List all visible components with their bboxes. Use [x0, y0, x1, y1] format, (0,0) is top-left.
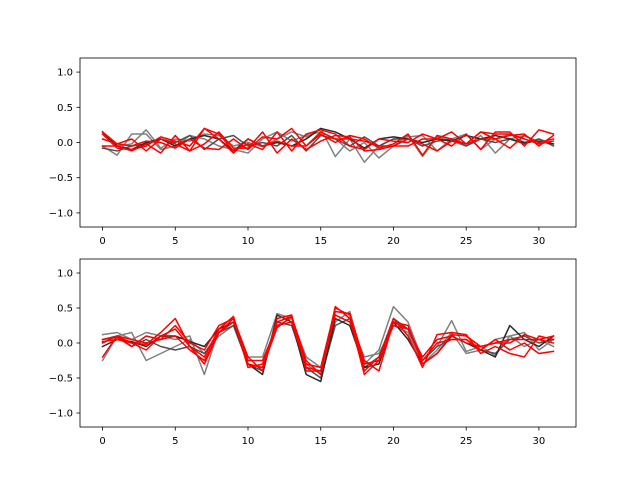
y-tick-label: 1.0 [57, 269, 73, 280]
y-tick-label: 1.0 [57, 68, 73, 79]
series-line-8 [101, 314, 555, 372]
y-tick-label: −0.5 [49, 374, 73, 385]
x-tick-label: 5 [172, 436, 178, 447]
x-tick-label: 5 [172, 236, 178, 247]
x-tick-label: 10 [242, 436, 255, 447]
x-tick-label: 10 [242, 236, 255, 247]
series-group [101, 127, 555, 163]
series-line-7 [101, 127, 555, 156]
x-tick-label: 0 [99, 436, 105, 447]
y-tick-label: 0.5 [57, 103, 73, 114]
series-line-6 [101, 307, 555, 372]
x-tick-label: 20 [387, 436, 400, 447]
x-tick-label: 25 [460, 436, 473, 447]
series-line-8 [101, 127, 555, 154]
series-group [101, 305, 555, 383]
top-subplot: 0 5 10 15 20 25 30 −1.0 −0.5 0.0 0.5 1.0 [49, 57, 577, 247]
x-tick-label: 15 [314, 236, 327, 247]
y-tick-label: −0.5 [49, 173, 73, 184]
y-tick-label: 0.5 [57, 304, 73, 315]
bottom-subplot: 0 5 10 15 20 25 30 −1.0 −0.5 0.0 0.5 1.0 [49, 258, 577, 447]
y-tick-label: −1.0 [49, 409, 73, 420]
series-line-5 [101, 127, 555, 152]
x-tick-label: 15 [314, 436, 327, 447]
x-tick-label: 25 [460, 236, 473, 247]
y-tick-label: −1.0 [49, 208, 73, 219]
y-tick-label: 0.0 [57, 138, 73, 149]
x-tick-label: 0 [99, 236, 105, 247]
x-tick-label: 20 [387, 236, 400, 247]
x-tick-label: 30 [533, 236, 546, 247]
x-tick-label: 30 [533, 436, 546, 447]
y-tick-label: 0.0 [57, 339, 73, 350]
